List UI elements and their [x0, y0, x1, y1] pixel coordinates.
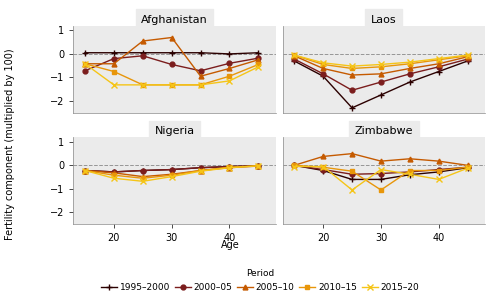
Title: Zimbabwe: Zimbabwe — [354, 126, 413, 136]
Title: Nigeria: Nigeria — [154, 126, 194, 136]
Text: Fertility component (multiplied by 100): Fertility component (multiplied by 100) — [5, 48, 15, 240]
Text: Age: Age — [220, 240, 240, 250]
Legend: 1995–2000, 2000–05, 2005–10, 2010–15, 2015–20: 1995–2000, 2000–05, 2005–10, 2010–15, 20… — [97, 266, 423, 296]
Title: Laos: Laos — [371, 15, 396, 25]
Title: Afghanistan: Afghanistan — [141, 15, 208, 25]
